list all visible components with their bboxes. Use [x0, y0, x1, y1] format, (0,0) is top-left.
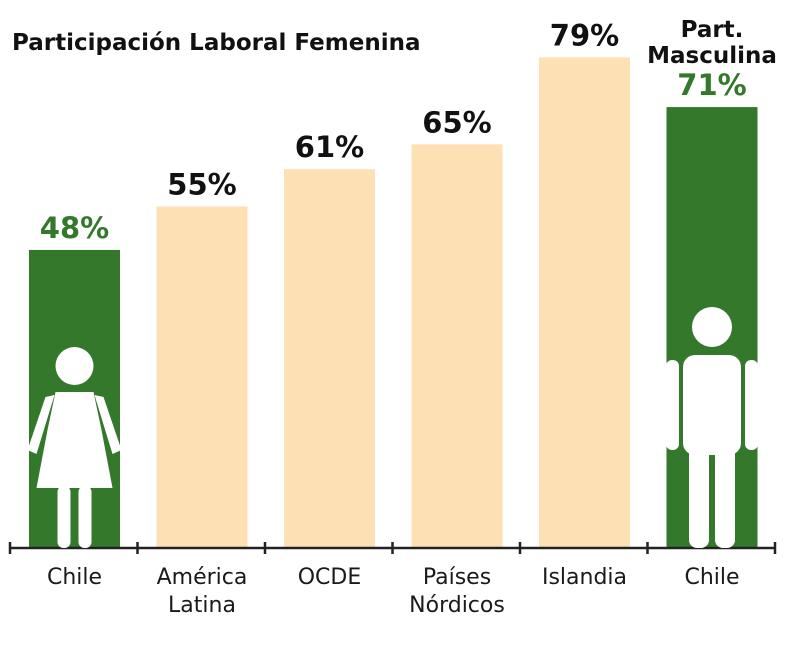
category-label-4: Islandia	[542, 565, 627, 590]
category-label-1-line-0: América	[157, 565, 248, 590]
category-label-3-line-1: Nórdicos	[409, 593, 505, 618]
category-labels-group: Chile América Latina OCDE Países Nórdicos Isla…	[47, 565, 740, 618]
value-label-3: 65%	[422, 105, 491, 139]
value-label-1: 55%	[167, 167, 236, 201]
bar-3	[411, 144, 503, 548]
bar-2	[284, 169, 375, 548]
category-label-0: Chile	[47, 565, 102, 590]
category-label-3-line-0: Países	[423, 565, 491, 590]
icons-group	[27, 307, 758, 548]
category-label-1-line-1: Latina	[168, 593, 236, 618]
value-labels-group: 48% 55% 61% 65% 79% 71% Part.Masculina	[40, 17, 777, 245]
bars-group	[29, 57, 758, 549]
value-label-2: 61%	[295, 130, 364, 164]
value-label-4: 79%	[550, 18, 619, 52]
bar-4	[539, 57, 630, 548]
value-label-0: 48%	[40, 211, 109, 245]
x-axis	[8, 542, 777, 554]
man-icon	[666, 307, 758, 548]
header-label-line-0: Part.	[681, 17, 744, 43]
category-label-2: OCDE	[298, 565, 362, 590]
category-label-5: Chile	[684, 565, 739, 590]
value-label-5: 71%	[677, 68, 746, 102]
header-label-line-1: Masculina	[647, 43, 777, 69]
chart-title: Participación Laboral Femenina	[12, 30, 420, 56]
woman-icon	[27, 347, 122, 548]
bar-1	[156, 206, 248, 548]
